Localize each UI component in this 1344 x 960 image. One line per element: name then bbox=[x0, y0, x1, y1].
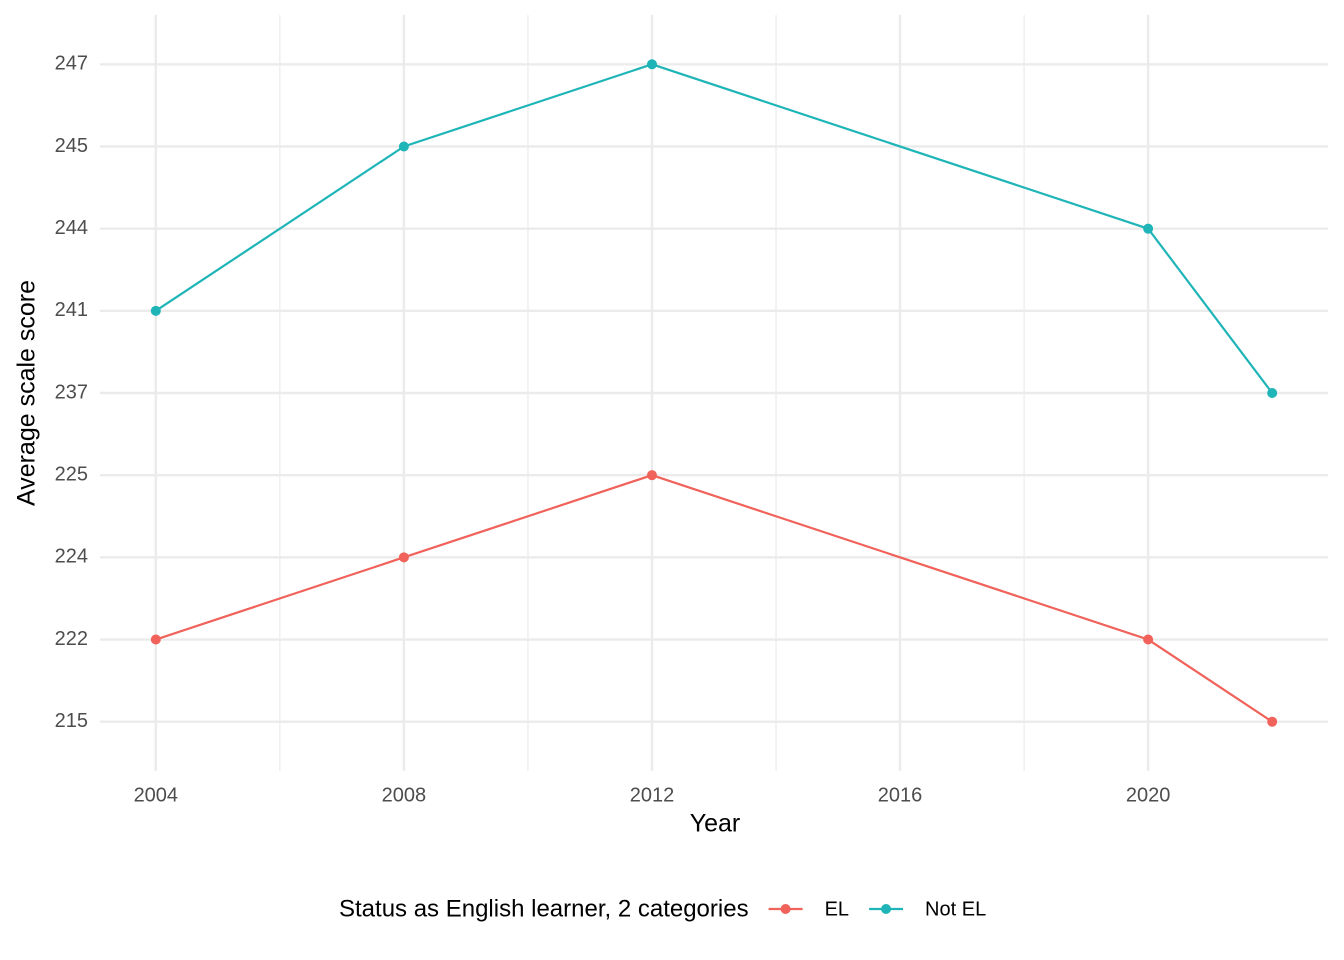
point bbox=[1143, 223, 1154, 234]
x-axis-title: Year bbox=[690, 810, 741, 838]
point bbox=[1143, 634, 1154, 645]
y-tick-label: 224 bbox=[55, 546, 88, 568]
legend-key-point bbox=[780, 904, 791, 914]
x-tick-label: 2008 bbox=[382, 784, 427, 806]
point bbox=[1267, 388, 1278, 398]
y-tick-label: 245 bbox=[55, 135, 88, 157]
point bbox=[150, 634, 161, 645]
point bbox=[1267, 716, 1278, 727]
y-tick-label: 215 bbox=[55, 710, 88, 732]
point bbox=[646, 59, 657, 70]
x-tick-label: 2016 bbox=[878, 784, 923, 806]
point bbox=[398, 141, 409, 152]
legend-label: EL bbox=[825, 898, 849, 920]
x-tick-label: 2004 bbox=[134, 784, 179, 806]
y-tick-label: 241 bbox=[55, 299, 88, 321]
x-tick-label: 2012 bbox=[630, 784, 675, 806]
point bbox=[646, 470, 657, 481]
point bbox=[398, 552, 409, 563]
y-tick-label: 244 bbox=[55, 217, 88, 239]
legend-key-point bbox=[881, 904, 892, 914]
point bbox=[150, 305, 161, 316]
y-axis-title: Average scale score bbox=[13, 280, 41, 506]
legend-label: Not EL bbox=[925, 898, 986, 920]
y-tick-label: 222 bbox=[55, 628, 88, 650]
legend-title: Status as English learner, 2 categories bbox=[339, 895, 749, 922]
y-tick-label: 247 bbox=[55, 53, 88, 75]
x-tick-label: 2020 bbox=[1126, 784, 1171, 806]
series-line bbox=[155, 474, 1273, 723]
y-tick-label: 237 bbox=[55, 381, 88, 403]
y-tick-label: 225 bbox=[55, 463, 88, 485]
